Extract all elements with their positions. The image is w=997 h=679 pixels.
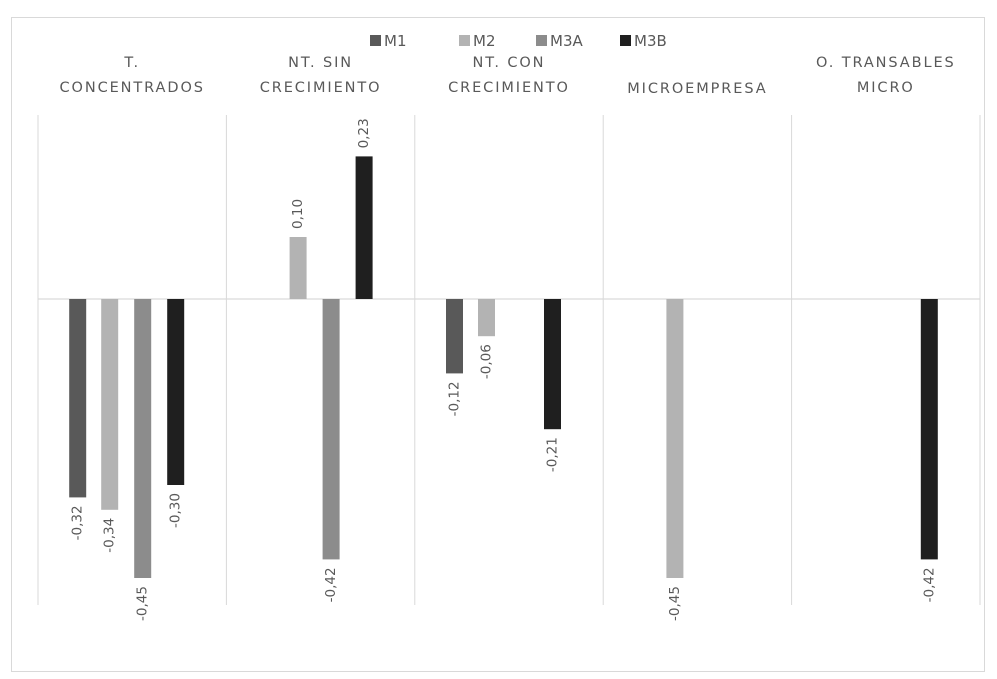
data-label: -0,06 [479, 344, 495, 379]
category-label: CRECIMIENTO [260, 80, 382, 96]
legend-swatch [370, 35, 381, 46]
data-label: 0,10 [290, 199, 306, 229]
category-label: NT. SIN [288, 55, 353, 71]
bar-m3a [322, 299, 340, 560]
data-label: -0,32 [70, 505, 86, 540]
data-label: 0,23 [356, 118, 372, 148]
bar-m1 [446, 299, 463, 374]
category-label: O. TRANSABLES [816, 55, 956, 71]
bar-m3b [167, 299, 185, 485]
legend-label: M3B [634, 32, 667, 50]
category-label: CONCENTRADOS [60, 80, 205, 96]
bar-m2 [289, 237, 307, 299]
legend-swatch [620, 35, 631, 46]
category-label: MICRO [857, 80, 915, 96]
category-label: CRECIMIENTO [448, 80, 570, 96]
category-label: MICROEMPRESA [627, 81, 767, 97]
bar-m2 [478, 299, 495, 337]
bar-m2 [101, 299, 119, 510]
data-label: -0,12 [447, 381, 463, 416]
legend-swatch [459, 35, 470, 46]
bar-m2 [666, 299, 684, 578]
data-label: -0,45 [135, 586, 151, 621]
bar-m1 [69, 299, 87, 498]
legend-swatch [536, 35, 547, 46]
bar-m3b [544, 299, 561, 430]
data-label: -0,42 [921, 567, 937, 602]
bar-m3b [355, 156, 373, 299]
data-label: -0,34 [102, 518, 118, 553]
category-label: NT. CON [473, 55, 546, 71]
data-label: -0,45 [667, 586, 683, 621]
legend-label: M3A [550, 32, 583, 50]
data-label: -0,21 [545, 437, 561, 472]
data-label: -0,42 [323, 567, 339, 602]
data-label: -0,30 [168, 493, 184, 528]
bar-m3b [920, 299, 938, 560]
legend-label: M2 [473, 32, 496, 50]
legend-label: M1 [384, 32, 407, 50]
category-label: T. [123, 55, 140, 71]
bar-m3a [134, 299, 152, 578]
